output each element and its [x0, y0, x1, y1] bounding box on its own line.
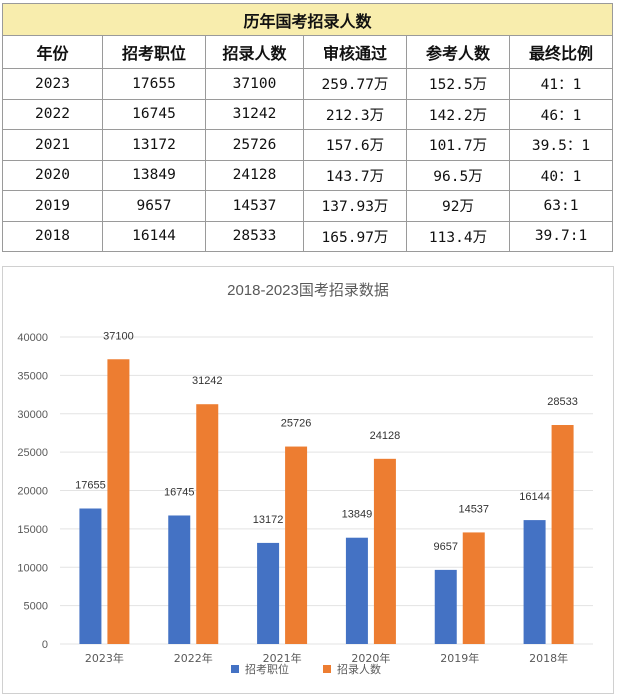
data-label: 13172: [253, 514, 284, 526]
bar: [373, 458, 396, 644]
cell-positions: 9657: [102, 190, 206, 222]
cell-approved: 157.6万: [303, 129, 407, 161]
legend-label: 招考职位: [245, 662, 289, 676]
x-tick-label: 2021年: [263, 651, 302, 665]
cell-ratio: 39.7:1: [508, 220, 614, 252]
data-label: 28533: [547, 396, 578, 408]
cell-examinees: 92万: [406, 190, 510, 222]
cell-recruits: 31242: [205, 98, 304, 130]
legend-swatch: [323, 665, 331, 673]
header-positions: 招考职位: [102, 35, 206, 69]
y-tick-label: 35000: [17, 370, 48, 382]
cell-year: 2018: [2, 220, 103, 252]
bar: [462, 532, 485, 644]
cell-examinees: 101.7万: [406, 129, 510, 161]
cell-year: 2019: [2, 190, 103, 222]
bar: [79, 508, 102, 644]
data-label: 24128: [370, 430, 401, 442]
cell-recruits: 28533: [205, 220, 304, 252]
cell-approved: 259.77万: [303, 68, 407, 100]
x-tick-label: 2022年: [174, 651, 213, 665]
data-label: 9657: [434, 541, 458, 553]
y-tick-label: 20000: [17, 486, 48, 498]
chart-canvas: 2018-2023国考招录数据 0 5000 10000 15000 20000 2500…: [17, 282, 593, 676]
y-tick-label: 40000: [17, 332, 48, 344]
data-label: 16144: [519, 491, 550, 503]
bar: [168, 515, 191, 644]
cell-positions: 17655: [102, 68, 206, 100]
cell-ratio: 40：1: [508, 159, 614, 191]
y-tick-label: 15000: [17, 524, 48, 536]
cell-year: 2022: [2, 98, 103, 130]
y-tick-label: 25000: [17, 447, 48, 459]
table-row: 2018 16144 28533 165.97万 113.4万 39.7:1: [2, 220, 614, 252]
cell-approved: 212.3万: [303, 98, 407, 130]
cell-ratio: 39.5：1: [508, 129, 614, 161]
legend-swatch: [231, 665, 239, 673]
data-label: 31242: [192, 375, 223, 387]
cell-recruits: 24128: [205, 159, 304, 191]
bar: [257, 542, 280, 644]
x-tick-label: 2020年: [351, 651, 390, 665]
cell-recruits: 37100: [205, 68, 304, 100]
x-tick-label: 2018年: [529, 651, 568, 665]
table-title: 历年国考招录人数: [1, 3, 614, 36]
bar: [196, 404, 219, 644]
cell-positions: 13172: [102, 129, 206, 161]
y-tick-label: 0: [42, 639, 48, 651]
header-approved: 审核通过: [303, 35, 407, 69]
data-label: 25726: [281, 418, 312, 430]
cell-examinees: 152.5万: [406, 68, 510, 100]
x-tick-label: 2023年: [85, 651, 124, 665]
cell-recruits: 14537: [205, 190, 304, 222]
cell-examinees: 96.5万: [406, 159, 510, 191]
cell-ratio: 46：1: [508, 98, 614, 130]
cell-ratio: 41：1: [508, 68, 614, 100]
data-label: 13849: [342, 509, 373, 521]
y-tick-label: 10000: [17, 562, 48, 574]
cell-year: 2020: [2, 159, 103, 191]
data-label: 17655: [75, 479, 106, 491]
cell-year: 2023: [2, 68, 103, 100]
y-tick-label: 5000: [24, 601, 48, 613]
bar: [434, 569, 457, 644]
table-row: 2019 9657 14537 137.93万 92万 63:1: [2, 190, 614, 222]
data-label: 16745: [164, 486, 195, 498]
header-recruits: 招录人数: [205, 35, 304, 69]
cell-positions: 13849: [102, 159, 206, 191]
table-row: 2023 17655 37100 259.77万 152.5万 41：1: [2, 68, 614, 100]
bar-chart: 2018-2023国考招录数据 0 5000 10000 15000 20000 2500…: [2, 266, 614, 694]
bar: [345, 537, 368, 644]
bar: [551, 425, 574, 644]
table-header-row: 年份 招考职位 招录人数 审核通过 参考人数 最终比例: [2, 35, 614, 69]
table-row: 2020 13849 24128 143.7万 96.5万 40：1: [2, 159, 614, 191]
data-label: 14537: [458, 503, 489, 515]
cell-year: 2021: [2, 129, 103, 161]
cell-positions: 16144: [102, 220, 206, 252]
cell-examinees: 142.2万: [406, 98, 510, 130]
table-row: 2021 13172 25726 157.6万 101.7万 39.5：1: [2, 129, 614, 161]
cell-approved: 137.93万: [303, 190, 407, 222]
bar: [107, 359, 130, 644]
chart-title: 2018-2023国考招录数据: [227, 282, 389, 299]
legend-label: 招录人数: [337, 662, 381, 676]
cell-examinees: 113.4万: [406, 220, 510, 252]
recruitment-table: 历年国考招录人数 年份 招考职位 招录人数 审核通过 参考人数 最终比例 202…: [1, 3, 614, 252]
cell-ratio: 63:1: [508, 190, 614, 222]
header-examinees: 参考人数: [406, 35, 510, 69]
cell-positions: 16745: [102, 98, 206, 130]
table-row: 2022 16745 31242 212.3万 142.2万 46：1: [2, 98, 614, 130]
header-year: 年份: [2, 35, 103, 69]
bar: [523, 520, 546, 644]
bar: [285, 446, 308, 644]
cell-approved: 165.97万: [303, 220, 407, 252]
cell-approved: 143.7万: [303, 159, 407, 191]
header-ratio: 最终比例: [508, 35, 614, 69]
cell-recruits: 25726: [205, 129, 304, 161]
data-label: 37100: [103, 330, 134, 342]
y-tick-label: 30000: [17, 409, 48, 421]
x-tick-label: 2019年: [440, 651, 479, 665]
